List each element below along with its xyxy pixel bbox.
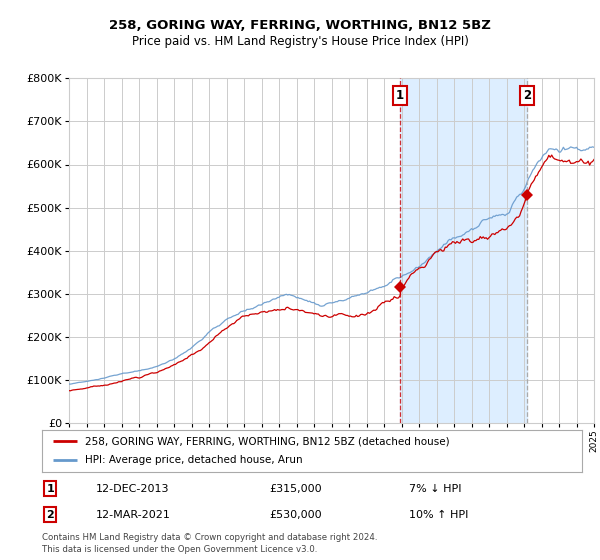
Bar (400, 78, 527, 423)
Text: 1: 1 (396, 89, 404, 102)
Text: 258, GORING WAY, FERRING, WORTHING, BN12 5BZ: 258, GORING WAY, FERRING, WORTHING, BN12… (109, 18, 491, 32)
Text: 10% ↑ HPI: 10% ↑ HPI (409, 510, 469, 520)
Text: 2: 2 (46, 510, 54, 520)
Text: 2: 2 (523, 89, 531, 102)
Text: 12-DEC-2013: 12-DEC-2013 (96, 484, 170, 493)
Text: HPI: Average price, detached house, Arun: HPI: Average price, detached house, Arun (85, 455, 303, 465)
Text: 12-MAR-2021: 12-MAR-2021 (96, 510, 171, 520)
Text: Price paid vs. HM Land Registry's House Price Index (HPI): Price paid vs. HM Land Registry's House … (131, 35, 469, 48)
Text: 258, GORING WAY, FERRING, WORTHING, BN12 5BZ (detached house): 258, GORING WAY, FERRING, WORTHING, BN12… (85, 436, 450, 446)
Text: Contains HM Land Registry data © Crown copyright and database right 2024.
This d: Contains HM Land Registry data © Crown c… (42, 533, 377, 554)
Text: £315,000: £315,000 (269, 484, 322, 493)
Text: £530,000: £530,000 (269, 510, 322, 520)
Text: 7% ↓ HPI: 7% ↓ HPI (409, 484, 462, 493)
Text: 1: 1 (46, 484, 54, 493)
